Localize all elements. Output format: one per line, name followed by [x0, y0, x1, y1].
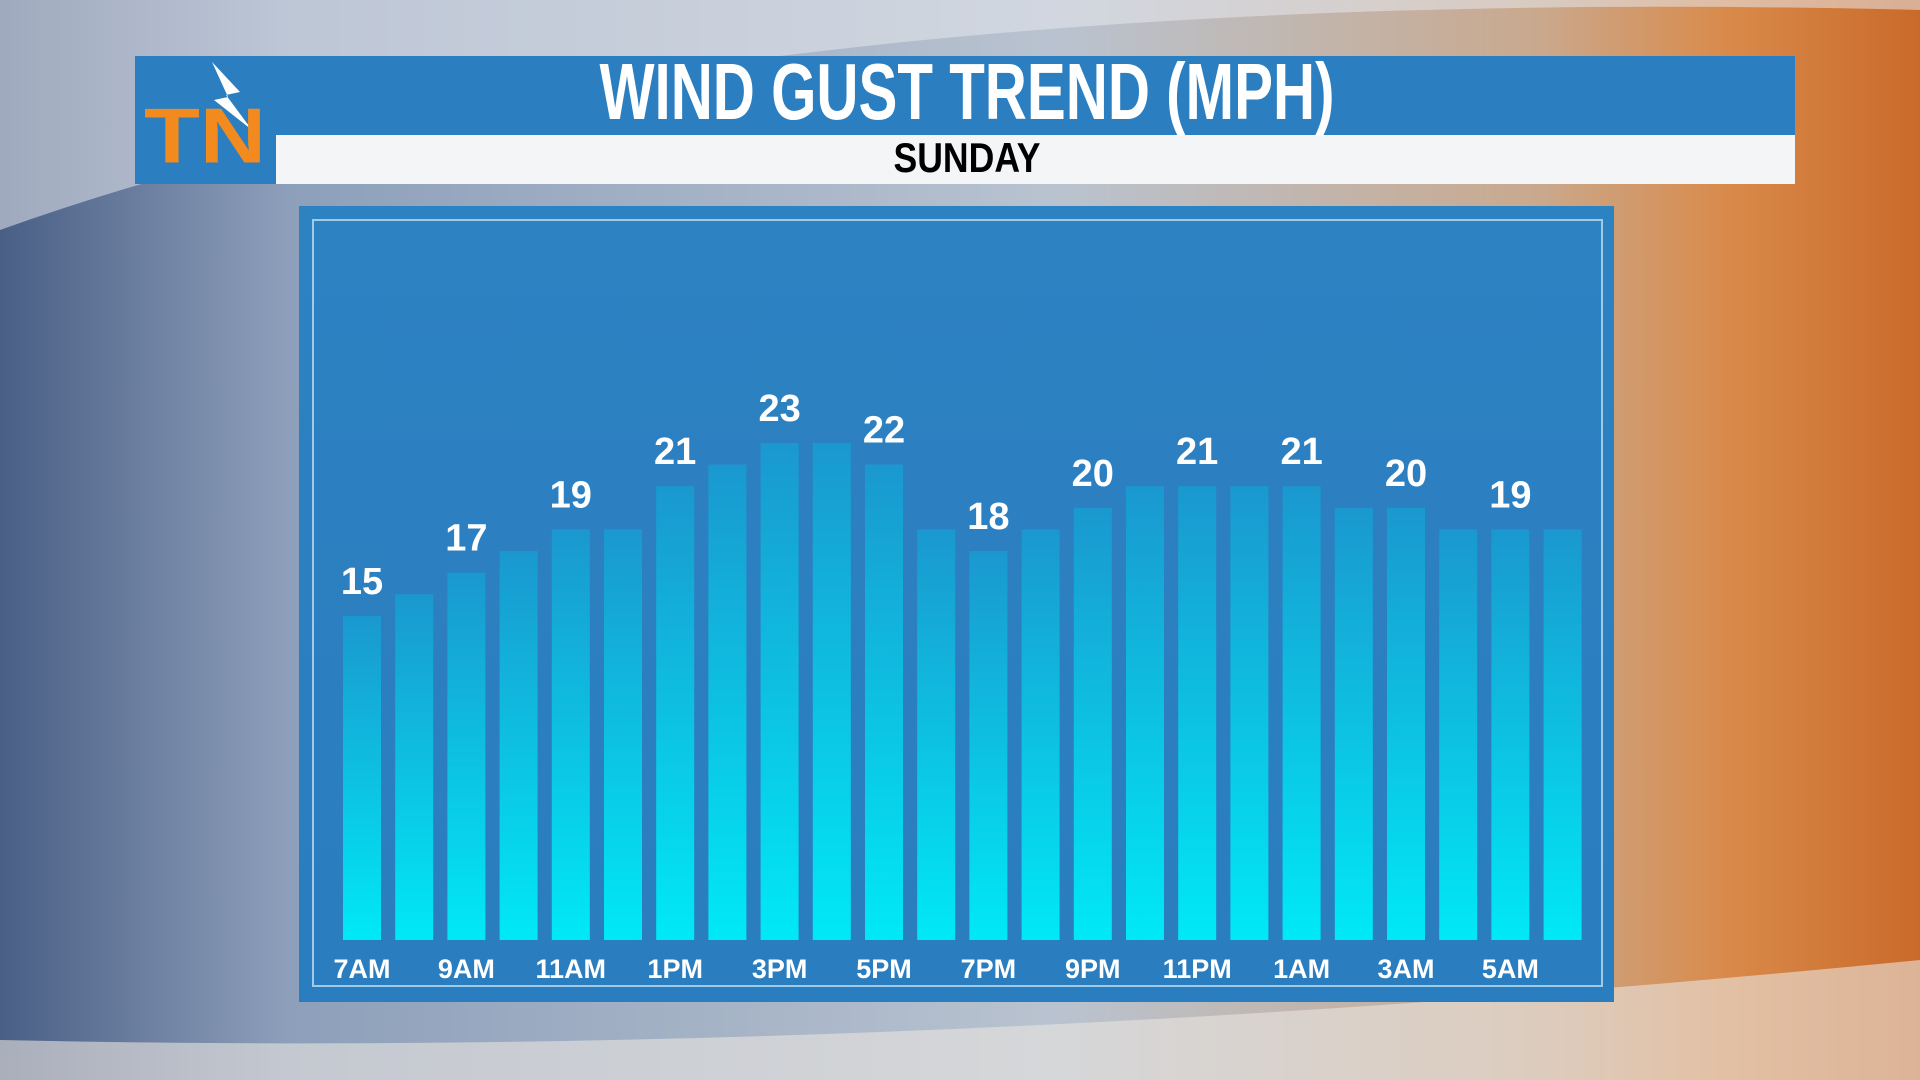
bar	[656, 486, 695, 940]
bar	[760, 443, 799, 940]
logo-box	[135, 56, 276, 184]
x-tick-label: 9AM	[438, 954, 495, 984]
x-tick-label: 5AM	[1482, 954, 1539, 984]
value-label: 21	[1176, 431, 1218, 473]
bar	[1491, 529, 1530, 940]
bar	[1073, 507, 1112, 940]
bar	[1178, 486, 1217, 940]
value-label: 22	[863, 410, 905, 452]
x-tick-label: 1AM	[1273, 954, 1330, 984]
x-tick-label: 3AM	[1377, 954, 1434, 984]
background-swoosh	[0, 960, 1920, 1080]
bar	[447, 572, 486, 940]
plot-area: 7AM 15 9AM 17 11AM 19 1PM 21 3PM 23 5PM 22 7PM 18 9PM 2…	[333, 388, 1582, 984]
bar	[1126, 486, 1164, 940]
bar	[551, 529, 590, 940]
value-label: 21	[654, 431, 696, 473]
bar	[865, 464, 903, 940]
x-tick-label: 1PM	[647, 954, 703, 984]
value-label: 17	[445, 518, 487, 560]
bar	[708, 464, 747, 940]
value-label: 19	[1489, 474, 1531, 516]
logo-text: TN	[144, 92, 266, 180]
bar	[812, 443, 851, 940]
header-band	[135, 56, 1795, 136]
x-tick-label: 5PM	[856, 954, 912, 984]
x-tick-label: 11PM	[1163, 954, 1232, 984]
bar	[499, 551, 538, 940]
value-label: 20	[1072, 453, 1114, 495]
subtitle-band	[276, 135, 1795, 184]
x-tick-label: 7AM	[333, 954, 390, 984]
x-tick-label: 11AM	[536, 954, 607, 984]
bar	[1334, 507, 1373, 940]
bar	[917, 529, 956, 940]
x-tick-label: 9PM	[1065, 954, 1121, 984]
value-label: 21	[1280, 431, 1322, 473]
bar	[1387, 507, 1425, 940]
bar	[395, 594, 434, 940]
bar	[1230, 486, 1269, 940]
x-tick-label: 3PM	[752, 954, 808, 984]
x-tick-label: 7PM	[961, 954, 1017, 984]
value-label: 19	[550, 474, 592, 516]
bar	[969, 551, 1008, 940]
value-label: 18	[967, 496, 1009, 538]
bar	[1282, 486, 1321, 940]
value-label: 15	[341, 561, 383, 603]
logo-bolt	[212, 62, 252, 130]
bar	[604, 529, 642, 940]
bar	[1439, 529, 1478, 940]
chart-title: WIND GUST TREND (MPH)	[600, 47, 1335, 136]
value-label: 20	[1385, 453, 1427, 495]
chart-subtitle: SUNDAY	[894, 134, 1041, 181]
bar	[343, 615, 381, 940]
plot-frame	[312, 219, 1603, 987]
value-label: 23	[758, 388, 800, 430]
bar	[1543, 529, 1582, 940]
bar	[1021, 529, 1060, 940]
